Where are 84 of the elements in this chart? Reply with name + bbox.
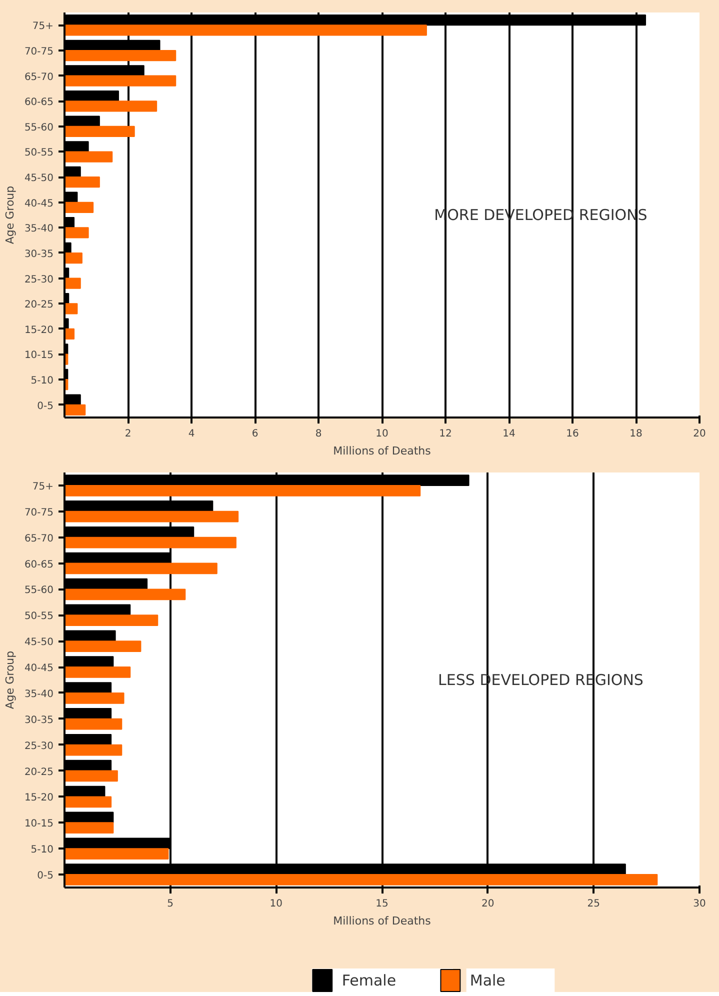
bar [64, 50, 176, 62]
y-tick-label: 30-35 [24, 714, 54, 726]
x-tick-label: 20 [481, 898, 494, 910]
bar [64, 151, 113, 162]
bar [64, 75, 176, 86]
y-tick-label: 15-20 [24, 324, 54, 336]
y-tick-label: 50-55 [24, 148, 54, 159]
x-tick-label: 4 [188, 428, 195, 440]
y-tick-label: 45-50 [24, 173, 54, 184]
y-tick-label: 50-55 [24, 611, 54, 622]
x-tick-label: 12 [439, 428, 452, 440]
bar [64, 24, 427, 36]
x-tick-label: 2 [124, 428, 132, 440]
bar [64, 100, 158, 112]
bar [64, 588, 186, 600]
bar [64, 536, 236, 548]
y-tick-label: 35-40 [24, 224, 54, 235]
x-tick-label: 10 [376, 428, 388, 440]
x-tick-label: 30 [693, 898, 706, 910]
y-axis-title: Age Group [3, 186, 16, 244]
x-tick-label: 25 [587, 898, 600, 910]
x-tick-label: 10 [270, 898, 283, 910]
y-tick-label: 60-65 [24, 559, 54, 570]
bar [64, 562, 218, 574]
y-tick-label: 40-45 [24, 663, 54, 674]
bar [64, 278, 81, 289]
y-tick-label: 5-10 [30, 376, 54, 387]
bar [64, 874, 658, 886]
bar [64, 640, 142, 652]
bar [64, 303, 78, 314]
bar [64, 692, 124, 704]
y-tick-label: 0-5 [37, 400, 54, 412]
bar [64, 744, 122, 756]
bar [64, 126, 135, 138]
bar [64, 666, 131, 678]
x-axis-title: Millions of Deaths [333, 914, 432, 928]
legend-label: Male [470, 972, 506, 990]
y-tick-label: 25-30 [24, 274, 54, 286]
x-tick-label: 8 [315, 428, 322, 440]
y-tick-label: 65-70 [24, 533, 54, 544]
x-tick-label: 5 [167, 898, 174, 910]
y-tick-label: 65-70 [24, 72, 54, 83]
bar [64, 770, 118, 782]
y-tick-label: 20-25 [24, 300, 54, 311]
y-tick-label: 70-75 [24, 46, 54, 58]
x-tick-label: 18 [630, 428, 642, 440]
x-axis-title: Millions of Deaths [333, 444, 432, 458]
x-tick-label: 20 [693, 428, 706, 440]
y-tick-label: 30-35 [24, 248, 54, 260]
y-tick-label: 15-20 [24, 792, 54, 804]
y-tick-label: 35-40 [24, 688, 54, 700]
y-tick-label: 60-65 [24, 97, 54, 108]
y-tick-label: 75+ [32, 481, 54, 492]
y-tick-label: 45-50 [24, 637, 54, 648]
y-tick-label: 55-60 [24, 122, 54, 134]
bar [64, 328, 75, 340]
y-tick-label: 40-45 [24, 198, 54, 210]
bar [64, 510, 239, 522]
bar [64, 202, 94, 213]
x-tick-label: 16 [566, 428, 579, 440]
y-tick-label: 0-5 [37, 870, 54, 882]
bar [64, 796, 112, 808]
bar [64, 227, 89, 238]
y-tick-label: 10-15 [24, 818, 54, 830]
bar [64, 848, 169, 860]
y-tick-label: 20-25 [24, 766, 54, 778]
x-tick-label: 6 [252, 428, 258, 440]
y-tick-label: 25-30 [24, 740, 54, 752]
bar [64, 822, 114, 834]
bar [64, 614, 158, 626]
legend-label: Female [342, 972, 396, 990]
x-tick-label: 14 [502, 428, 516, 440]
bar [64, 176, 100, 188]
x-tick-label: 15 [376, 898, 388, 910]
y-tick-label: 55-60 [24, 585, 54, 596]
y-tick-label: 75+ [32, 21, 54, 32]
bar [64, 252, 82, 264]
y-tick-label: 5-10 [30, 844, 54, 856]
bar [64, 484, 421, 496]
y-tick-label: 10-15 [24, 350, 54, 362]
y-axis-title: Age Group [3, 650, 16, 710]
y-tick-label: 70-75 [24, 507, 54, 518]
bar [64, 404, 86, 416]
bar [64, 718, 122, 730]
